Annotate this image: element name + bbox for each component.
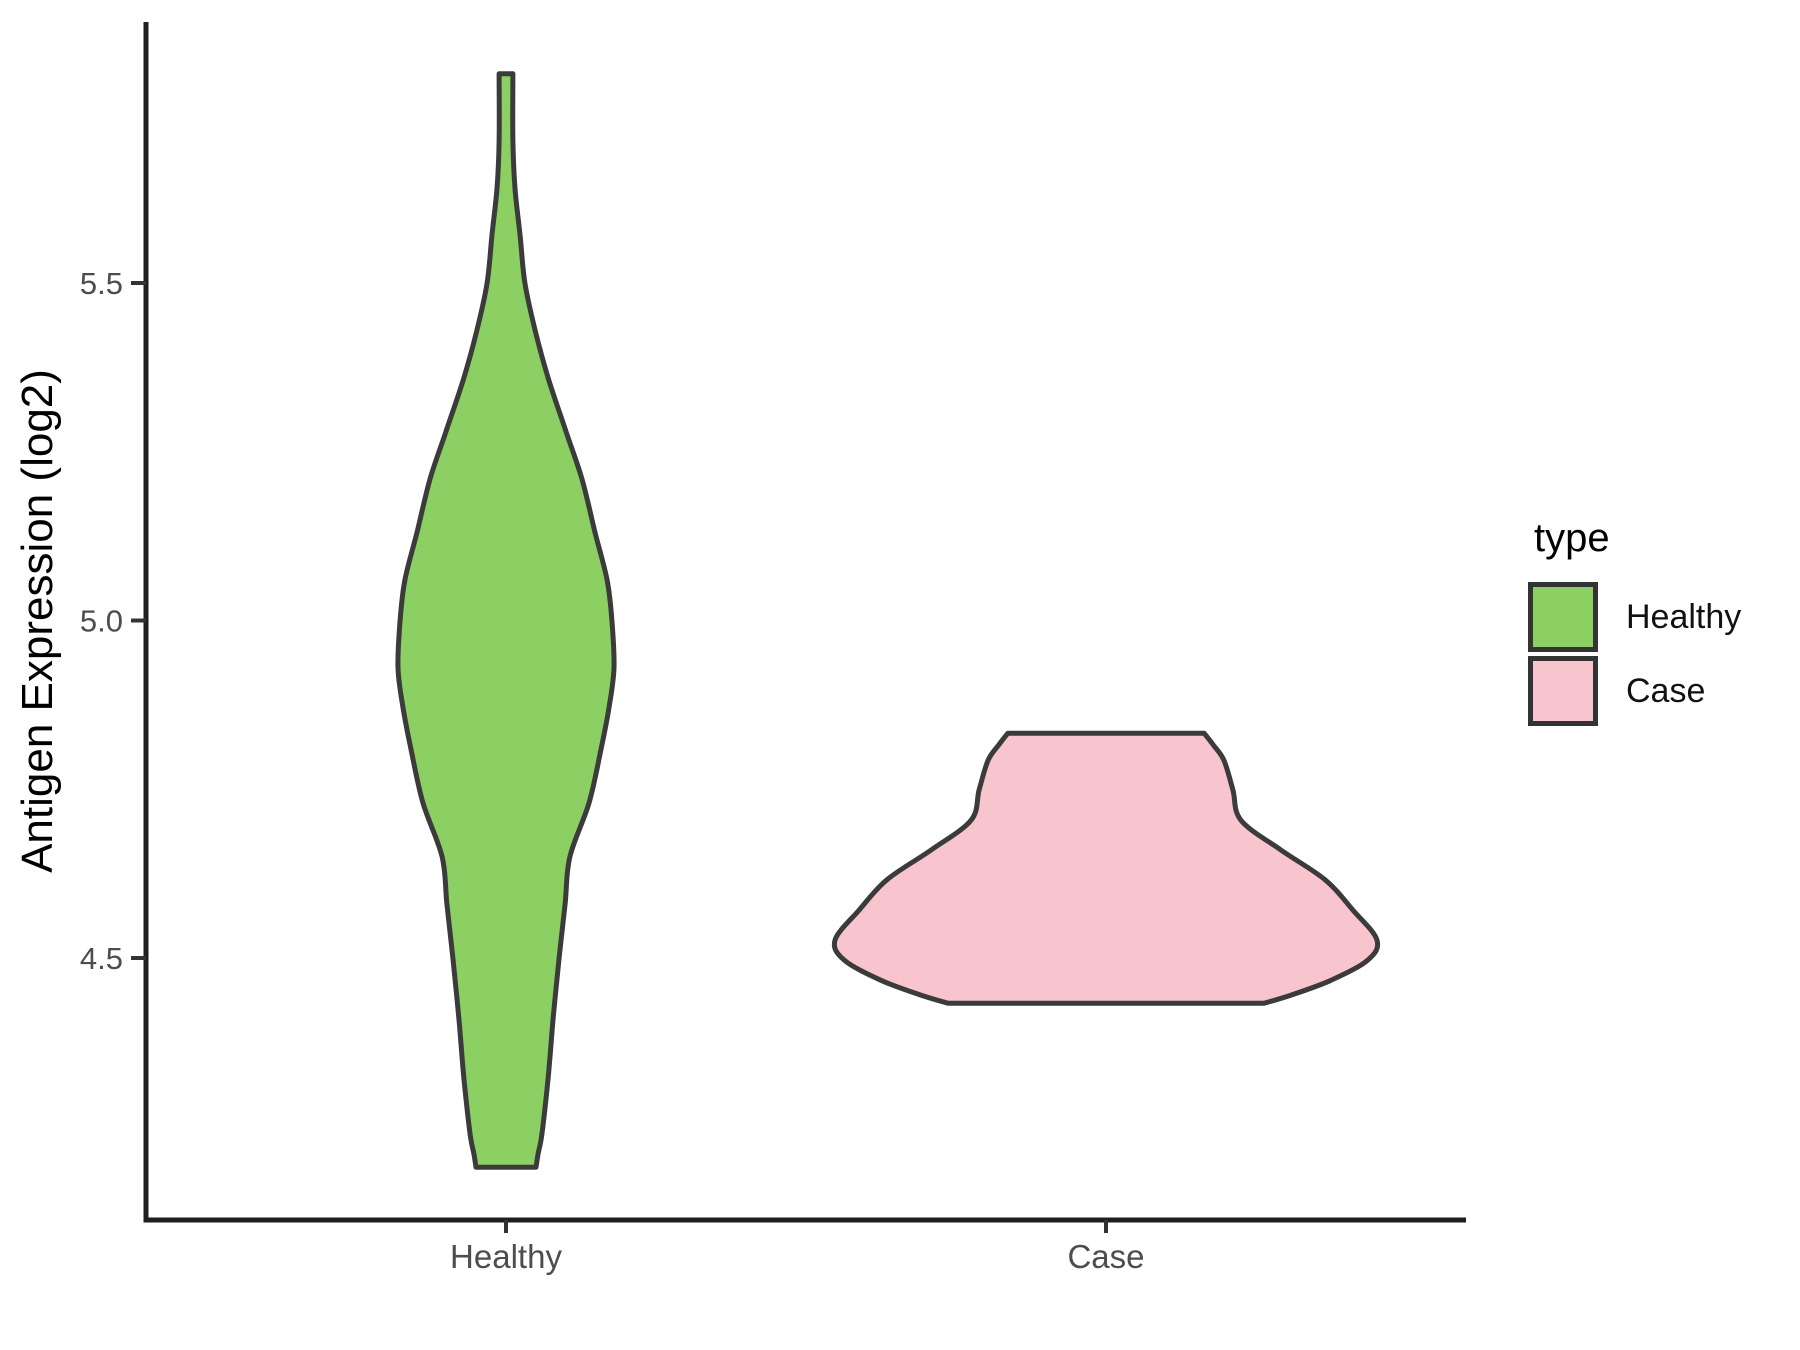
- legend-label-case: Case: [1626, 671, 1706, 710]
- legend-label-healthy: Healthy: [1626, 597, 1742, 636]
- y-axis-title: Antigen Expression (log2): [13, 369, 62, 873]
- violin-healthy: [395, 71, 617, 1170]
- y-tick-label: 4.5: [80, 941, 123, 976]
- x-category-label: Case: [1067, 1238, 1144, 1275]
- violin-case: [831, 730, 1381, 1006]
- y-tick-label: 5.0: [80, 604, 123, 639]
- x-axis-ticks: Healthy Case: [450, 1220, 1145, 1275]
- y-tick-label: 5.5: [80, 266, 123, 301]
- legend-item-case: Case: [1528, 656, 1741, 726]
- y-axis-ticks: 5.5 5.0 4.5: [80, 266, 146, 976]
- legend: type Healthy Case: [1528, 516, 1741, 730]
- legend-swatch-healthy-icon: [1528, 582, 1598, 652]
- legend-swatch-case-icon: [1528, 656, 1598, 726]
- legend-title: type: [1534, 516, 1610, 560]
- legend-item-healthy: Healthy: [1528, 582, 1741, 652]
- x-category-label: Healthy: [450, 1238, 562, 1275]
